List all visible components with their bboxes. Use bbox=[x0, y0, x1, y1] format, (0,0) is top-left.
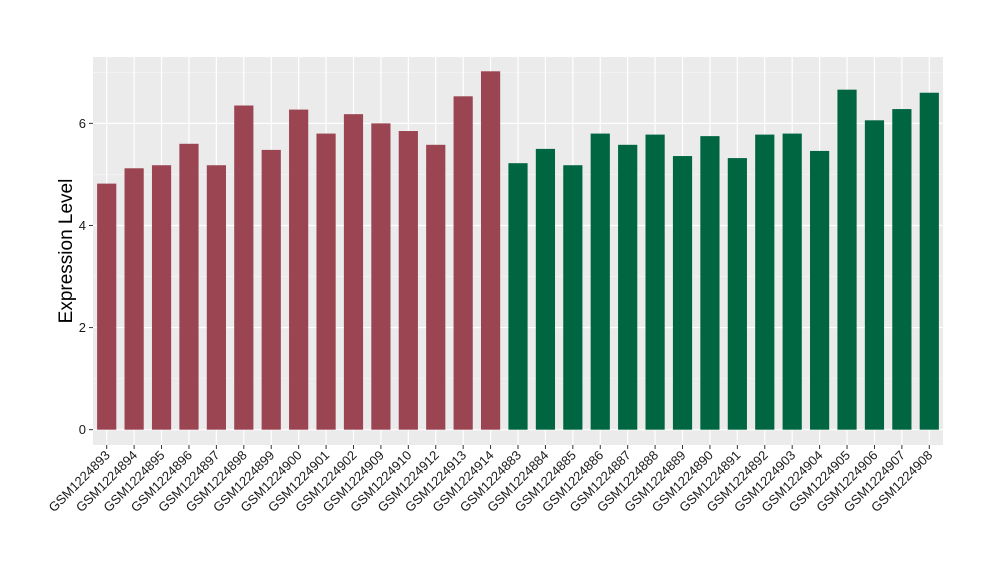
bar-GSM1224891 bbox=[727, 158, 747, 430]
bar-GSM1224884 bbox=[535, 148, 556, 430]
bar-GSM1224883 bbox=[508, 163, 528, 430]
y-axis-ticks: 0 2 4 6 bbox=[79, 116, 93, 437]
bar-GSM1224910 bbox=[398, 131, 418, 430]
y-tick-label: 4 bbox=[79, 218, 86, 233]
bar-GSM1224885 bbox=[563, 165, 583, 430]
bar-GSM1224907 bbox=[892, 109, 912, 430]
y-tick-label: 2 bbox=[79, 320, 86, 335]
bar-GSM1224909 bbox=[371, 123, 391, 430]
bar-GSM1224914 bbox=[480, 71, 501, 430]
bar-GSM1224898 bbox=[234, 105, 254, 430]
bar-GSM1224889 bbox=[672, 156, 693, 430]
y-axis-title: Expression Level bbox=[56, 179, 77, 324]
bar-GSM1224901 bbox=[316, 133, 336, 430]
bar-GSM1224896 bbox=[179, 143, 199, 430]
bar-GSM1224906 bbox=[864, 120, 885, 430]
bar-GSM1224892 bbox=[755, 134, 775, 430]
x-axis-ticks: GSM1224893GSM1224894GSM1224895GSM1224896… bbox=[45, 445, 935, 515]
bar-GSM1224903 bbox=[782, 133, 802, 430]
bar-GSM1224890 bbox=[700, 136, 720, 430]
bar-GSM1224900 bbox=[289, 109, 309, 430]
bar-GSM1224886 bbox=[590, 133, 610, 430]
y-tick-label: 0 bbox=[79, 422, 86, 437]
bar-GSM1224888 bbox=[645, 134, 665, 430]
bar-GSM1224908 bbox=[919, 92, 939, 430]
bar-GSM1224897 bbox=[206, 165, 226, 430]
bar-GSM1224895 bbox=[151, 165, 172, 430]
bar-GSM1224887 bbox=[618, 144, 638, 430]
bar-GSM1224894 bbox=[124, 168, 144, 430]
bar-GSM1224905 bbox=[837, 89, 857, 430]
y-tick-label: 6 bbox=[79, 116, 86, 131]
bar-GSM1224904 bbox=[810, 150, 830, 430]
bar-GSM1224899 bbox=[261, 149, 281, 430]
bar-GSM1224913 bbox=[453, 96, 473, 430]
bar-GSM1224902 bbox=[343, 114, 364, 430]
bars bbox=[97, 71, 939, 430]
bar-GSM1224893 bbox=[97, 183, 117, 430]
bar-GSM1224912 bbox=[426, 144, 446, 430]
